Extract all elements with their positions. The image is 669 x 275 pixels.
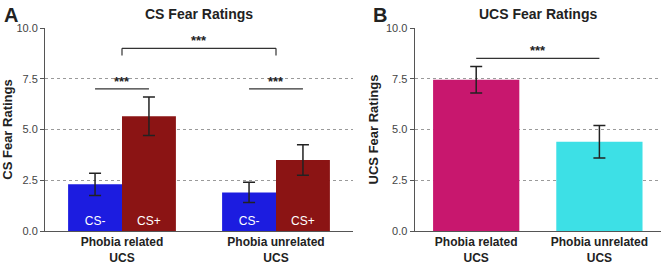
svg-text:10.0: 10.0 [16, 22, 37, 34]
svg-text:A: A [4, 4, 18, 26]
svg-text:7.5: 7.5 [23, 73, 38, 85]
svg-text:CS-: CS- [239, 214, 260, 228]
svg-text:***: *** [191, 33, 207, 48]
svg-text:***: *** [530, 43, 546, 58]
svg-text:***: *** [114, 74, 130, 89]
svg-text:0.0: 0.0 [392, 225, 407, 237]
svg-text:Phobia unrelatedUCS: Phobia unrelatedUCS [227, 235, 324, 265]
svg-text:CS+: CS+ [291, 214, 315, 228]
svg-text:Phobia unrelatedUCS: Phobia unrelatedUCS [551, 235, 648, 265]
svg-text:7.5: 7.5 [392, 73, 407, 85]
svg-text:CS Fear Ratings: CS Fear Ratings [145, 6, 253, 22]
svg-text:***: *** [268, 74, 284, 89]
svg-text:5.0: 5.0 [23, 123, 38, 135]
svg-text:B: B [373, 4, 387, 26]
svg-text:Phobia relatedUCS: Phobia relatedUCS [81, 235, 164, 265]
svg-text:CS+: CS+ [137, 214, 161, 228]
svg-text:0.0: 0.0 [23, 225, 38, 237]
svg-text:UCS Fear Ratings: UCS Fear Ratings [479, 6, 597, 22]
svg-text:2.5: 2.5 [392, 174, 407, 186]
svg-text:10.0: 10.0 [386, 22, 407, 34]
svg-text:CS Fear Ratings: CS Fear Ratings [0, 79, 15, 179]
svg-text:UCS Fear Ratings: UCS Fear Ratings [366, 75, 381, 185]
svg-text:CS-: CS- [85, 214, 106, 228]
svg-text:5.0: 5.0 [392, 123, 407, 135]
svg-text:Phobia relatedUCS: Phobia relatedUCS [435, 235, 518, 265]
svg-text:2.5: 2.5 [23, 174, 38, 186]
